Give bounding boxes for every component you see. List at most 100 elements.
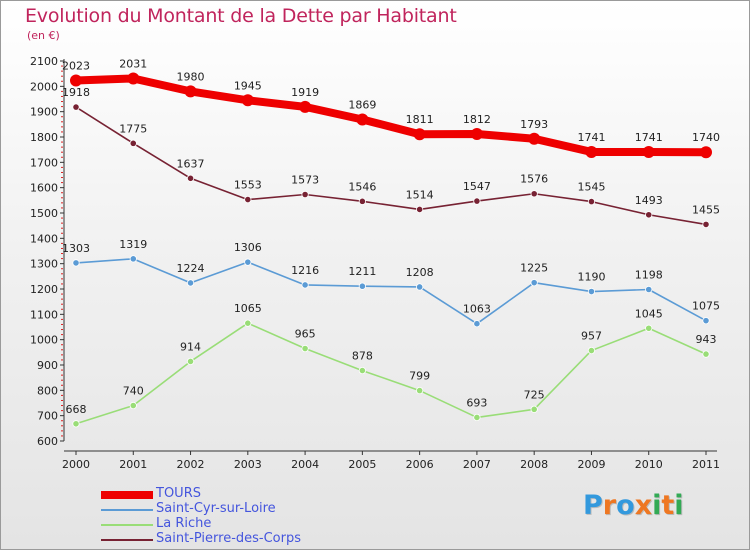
x-tick-label: 2009 [577,458,605,471]
y-tick-label: 700 [37,410,58,423]
y-tick-label: 1100 [30,308,58,321]
x-tick-label: 2008 [520,458,548,471]
data-point [244,195,252,204]
data-label: 1945 [234,79,262,92]
y-tick-label: 1300 [30,258,58,271]
data-label: 1918 [62,86,90,99]
y-tick-label: 900 [37,359,58,372]
data-label: 1793 [520,118,548,131]
data-label: 1741 [635,131,663,144]
data-point [416,205,424,214]
data-point [530,279,538,287]
data-point [299,100,312,113]
data-point [473,413,481,422]
x-tick-label: 2006 [406,458,434,471]
data-point [72,103,80,111]
data-point [702,317,710,325]
y-tick-label: 1700 [30,156,58,169]
legend-label: La Riche [156,516,212,531]
logo-letter: o [616,490,635,521]
data-point [645,285,653,294]
data-point [528,132,541,145]
data-point [129,139,137,147]
data-point [129,255,137,263]
data-label: 2031 [119,57,147,70]
y-tick-label: 1200 [30,283,58,296]
x-tick-label: 2001 [119,458,147,471]
data-label: 1741 [577,131,605,144]
data-label: 1065 [234,302,262,315]
data-label: 1319 [119,238,147,251]
data-point [358,197,366,205]
data-label: 1576 [520,173,548,186]
data-point [416,386,424,395]
y-tick-label: 1500 [30,207,58,220]
data-point [70,74,82,87]
data-point [470,127,483,140]
series-line-saint-pierre-des-corps [75,106,707,226]
data-label: 1075 [692,300,720,313]
series-line-la-riche [75,322,707,425]
y-tick-label: 800 [37,384,58,397]
x-tick-label: 2010 [635,458,663,471]
data-label: 878 [352,350,373,363]
data-label: 1919 [291,86,319,99]
logo-letter: t [661,490,675,521]
y-tick-label: 1000 [30,334,58,347]
data-point [530,190,538,198]
data-point [587,346,596,355]
proxiti-logo: Proxiti [583,490,684,521]
data-label: 957 [581,330,602,343]
legend-swatch [101,524,153,526]
data-point [702,220,710,228]
data-point [301,344,309,353]
data-label: 725 [524,388,545,401]
data-point [129,401,137,410]
legend-label: TOURS [156,486,201,501]
data-point [413,128,426,141]
data-point [473,197,481,205]
y-tick-label: 2000 [30,80,58,93]
logo-letter: i [674,490,684,521]
data-point [473,320,481,328]
data-label: 1869 [348,99,376,112]
data-label: 1980 [177,70,205,83]
legend-swatch [101,491,153,499]
data-label: 1740 [692,131,720,144]
data-label: 1553 [234,179,262,192]
data-point [585,145,598,158]
y-tick-label: 1400 [30,232,58,245]
data-label: 1812 [463,113,491,126]
logo-letter: r [602,490,617,521]
legend-label: Saint-Cyr-sur-Loire [156,501,276,516]
logo-letter: i [652,490,662,521]
data-label: 1045 [635,307,663,320]
data-label: 1545 [577,181,605,194]
data-label: 1775 [119,122,147,135]
y-tick-label: 1600 [30,182,58,195]
chart-title: Evolution du Montant de la Dette par Hab… [25,5,457,27]
data-point [241,94,254,107]
data-point [186,279,195,287]
data-label: 1224 [177,262,205,275]
logo-letter: x [634,490,653,521]
x-tick-label: 2011 [692,458,720,471]
x-tick-label: 2000 [62,458,90,471]
data-point [186,357,195,366]
data-label: 1208 [406,266,434,279]
data-point [358,282,366,290]
data-point [642,145,655,158]
data-label: 1455 [692,203,720,216]
data-label: 1306 [234,241,262,254]
data-label: 1303 [62,242,90,255]
series-line-saint-cyr-sur-loire [75,258,707,325]
data-label: 1493 [635,194,663,207]
data-label: 1225 [520,262,548,275]
y-tick-label: 600 [37,435,58,448]
logo-letter: P [583,490,603,521]
x-tick-label: 2004 [291,458,319,471]
data-label: 1547 [463,180,491,193]
data-point [587,198,596,206]
data-label: 799 [409,370,430,383]
data-point [645,324,653,332]
